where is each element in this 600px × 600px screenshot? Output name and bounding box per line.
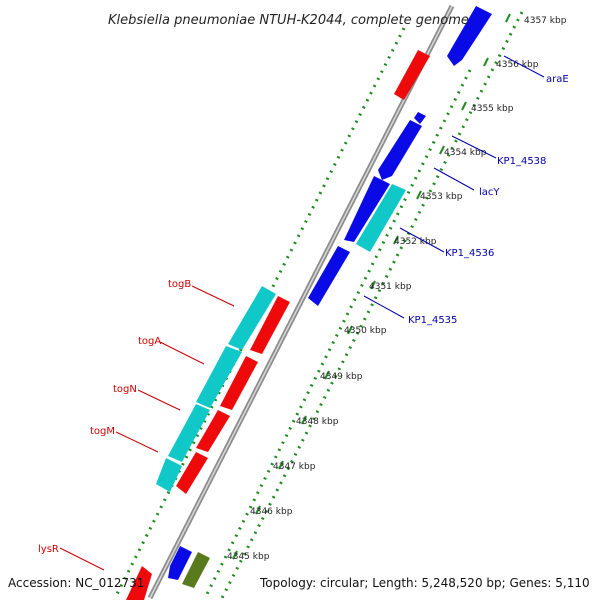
connector-araE: [503, 55, 545, 78]
gene-KP1_4538[interactable]: [378, 120, 422, 180]
accession-text: Accession: NC_012731: [8, 576, 144, 590]
tick-label-4349: 4349 kbp: [320, 372, 363, 382]
gene-olive: [182, 552, 210, 588]
genome-backbone-highlight: [149, 5, 453, 599]
tick-label-4347: 4347 kbp: [273, 462, 316, 472]
tick-label-4346: 4346 kbp: [250, 507, 293, 517]
gene-lysR[interactable]: [126, 566, 152, 600]
gc-track-outer-right: [220, 11, 524, 599]
tick-label-4345: 4345 kbp: [227, 552, 270, 562]
connector-KP1_4535: [363, 295, 405, 319]
tick-marks: [232, 13, 511, 560]
connector-togA: [159, 341, 205, 365]
tick-label-4352: 4352 kbp: [394, 237, 437, 247]
gene-KP1_4535[interactable]: [308, 246, 350, 306]
gene-togM[interactable]: [156, 458, 182, 492]
gene-red-top: [394, 50, 430, 100]
label-togA[interactable]: togA: [138, 336, 161, 347]
gene-togN[interactable]: [168, 404, 210, 462]
label-togN[interactable]: togN: [113, 384, 137, 395]
gene-red-4: [176, 452, 208, 494]
label-togM[interactable]: togM: [90, 426, 115, 437]
tick-label-4353: 4353 kbp: [420, 192, 463, 202]
label-lacY[interactable]: lacY: [479, 187, 500, 198]
gene-togB[interactable]: [228, 286, 276, 350]
tick-label-4356: 4356 kbp: [496, 60, 539, 70]
gene-togB-red: [250, 296, 290, 354]
gene-red-2: [220, 356, 258, 410]
tick-label-4350: 4350 kbp: [344, 326, 387, 336]
connector-togN: [137, 389, 181, 411]
genome-summary-text: Topology: circular; Length: 5,248,520 bp…: [259, 576, 590, 590]
gene-KP1_4536[interactable]: [356, 184, 406, 252]
gene-red-3: [196, 410, 230, 452]
tick-label-4355: 4355 kbp: [471, 104, 514, 114]
connector-KP1_4538: [451, 135, 497, 159]
tick-label-4348: 4348 kbp: [296, 417, 339, 427]
label-togB[interactable]: togB: [168, 279, 191, 290]
tick-label-4354: 4354 kbp: [444, 148, 487, 158]
tick-label-4357: 4357 kbp: [524, 16, 567, 26]
gene-lacY[interactable]: [344, 176, 390, 242]
label-lysR[interactable]: lysR: [38, 544, 59, 555]
connector-lysR: [59, 547, 105, 571]
gene-togA[interactable]: [196, 346, 242, 408]
gene-blue-bottom: [168, 546, 192, 580]
gene-araE[interactable]: [447, 6, 492, 66]
connector-KP1_4536: [399, 227, 445, 253]
label-KP1_4536[interactable]: KP1_4536: [445, 248, 494, 259]
label-araE[interactable]: araE: [546, 74, 569, 85]
tick-label-4351: 4351 kbp: [369, 282, 412, 292]
connector-lacY: [433, 167, 475, 191]
label-KP1_4538[interactable]: KP1_4538: [497, 156, 546, 167]
map-title: Klebsiella pneumoniae NTUH-K2044, comple…: [108, 13, 469, 28]
connector-togM: [115, 431, 159, 453]
connector-togB: [191, 285, 235, 307]
gene-blue-small: [414, 112, 426, 124]
label-KP1_4535[interactable]: KP1_4535: [408, 315, 457, 326]
